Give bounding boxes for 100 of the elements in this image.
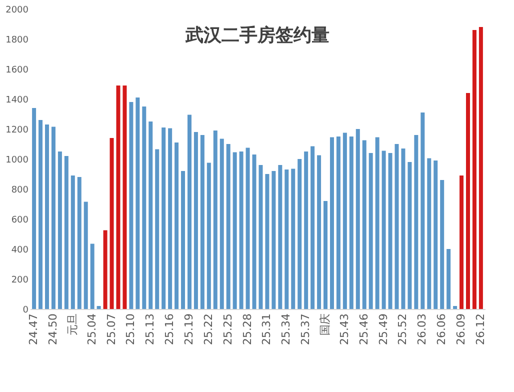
bar	[200, 135, 204, 309]
bar	[232, 152, 237, 309]
y-tick-label: 1800	[6, 36, 29, 46]
y-tick-label: 0	[22, 306, 29, 316]
bar	[84, 202, 88, 309]
y-tick-label: 800	[11, 186, 29, 196]
x-tick-label: 24.47	[27, 314, 40, 345]
bar	[342, 132, 347, 309]
bar	[446, 249, 451, 309]
bar	[453, 306, 458, 309]
x-tick-label: 25.43	[338, 314, 351, 345]
bar	[265, 174, 270, 309]
y-tick-label: 2000	[6, 6, 29, 16]
bar	[298, 159, 302, 309]
x-tick-label: 25.31	[260, 314, 274, 345]
bar	[155, 149, 160, 309]
bar	[388, 153, 392, 309]
bar	[336, 136, 340, 309]
bar	[362, 140, 366, 309]
x-tick-label: 25.49	[376, 314, 390, 345]
bar	[77, 177, 82, 309]
bar	[324, 201, 328, 309]
bar	[45, 124, 49, 309]
bar	[226, 144, 230, 309]
bar	[478, 27, 483, 309]
bar	[168, 128, 172, 309]
x-tick-label: 25.25	[221, 314, 234, 345]
bar	[427, 158, 432, 309]
bar	[246, 148, 250, 309]
y-tick-label: 600	[11, 216, 29, 226]
bar	[375, 137, 380, 309]
bar	[110, 138, 114, 309]
x-tick-label: 25.52	[396, 314, 410, 345]
bar	[220, 138, 224, 309]
x-tick-label: 25.37	[299, 314, 312, 345]
bar	[51, 126, 56, 309]
bar	[272, 171, 276, 309]
bar	[472, 30, 476, 309]
bar	[317, 155, 322, 309]
bar	[401, 148, 406, 309]
bar	[310, 146, 315, 309]
bar	[194, 132, 198, 309]
bar	[440, 180, 444, 309]
x-tick-label: 25.46	[357, 314, 370, 345]
bar	[129, 102, 134, 309]
x-tick-label: 25.10	[124, 314, 138, 345]
bar	[278, 165, 282, 309]
bar	[64, 156, 68, 309]
x-tick-label: 24.50	[46, 314, 60, 345]
bar	[466, 93, 470, 309]
bar	[136, 98, 140, 309]
bar	[414, 135, 418, 309]
bar	[284, 170, 289, 309]
bar	[304, 152, 308, 309]
bar	[206, 162, 211, 309]
x-tick-label: 25.28	[240, 314, 254, 345]
y-tick-label: 200	[11, 276, 29, 286]
bar	[122, 86, 127, 309]
x-tick-label: 25.16	[163, 314, 176, 345]
x-tick-label: 25.07	[104, 314, 118, 345]
x-tick-label: 25.04	[85, 314, 98, 345]
bar	[349, 136, 354, 309]
bar	[174, 142, 179, 309]
bar	[187, 114, 192, 309]
bar	[460, 176, 464, 309]
x-tick-label: 25.22	[202, 314, 215, 345]
text: 武汉二手房签约量	[184, 25, 330, 46]
x-tick-label: 25.13	[144, 314, 157, 345]
bar	[434, 160, 438, 309]
bar	[330, 137, 334, 309]
x-tick-label: 25.34	[280, 314, 293, 345]
y-tick-label: 1000	[6, 156, 29, 166]
bar	[181, 171, 186, 309]
bar	[356, 129, 360, 309]
bar	[382, 150, 386, 309]
x-tick-label: 26.09	[454, 314, 468, 345]
y-tick-label: 1200	[6, 126, 29, 136]
x-tick-label: 元旦	[66, 314, 79, 336]
bar	[258, 165, 263, 309]
bar	[148, 122, 153, 309]
x-tick-label: 25.19	[182, 314, 196, 345]
bar	[394, 144, 399, 309]
bar	[213, 130, 218, 309]
bar	[162, 128, 166, 309]
bar	[103, 230, 108, 309]
x-tick-label: 26.06	[435, 314, 448, 345]
bar	[116, 86, 120, 309]
x-tick-label: 国庆	[318, 314, 332, 336]
bar	[32, 108, 36, 309]
bar	[96, 306, 101, 309]
bar	[58, 152, 62, 309]
y-tick-label: 1600	[6, 66, 29, 76]
bar	[368, 153, 373, 309]
x-tick-label: 26.03	[416, 314, 429, 345]
bar	[252, 154, 256, 309]
bar	[38, 120, 43, 309]
x-tick-label: 26.12	[474, 314, 487, 345]
bar	[420, 112, 425, 309]
y-tick-label: 400	[11, 246, 29, 256]
bar	[70, 176, 75, 309]
